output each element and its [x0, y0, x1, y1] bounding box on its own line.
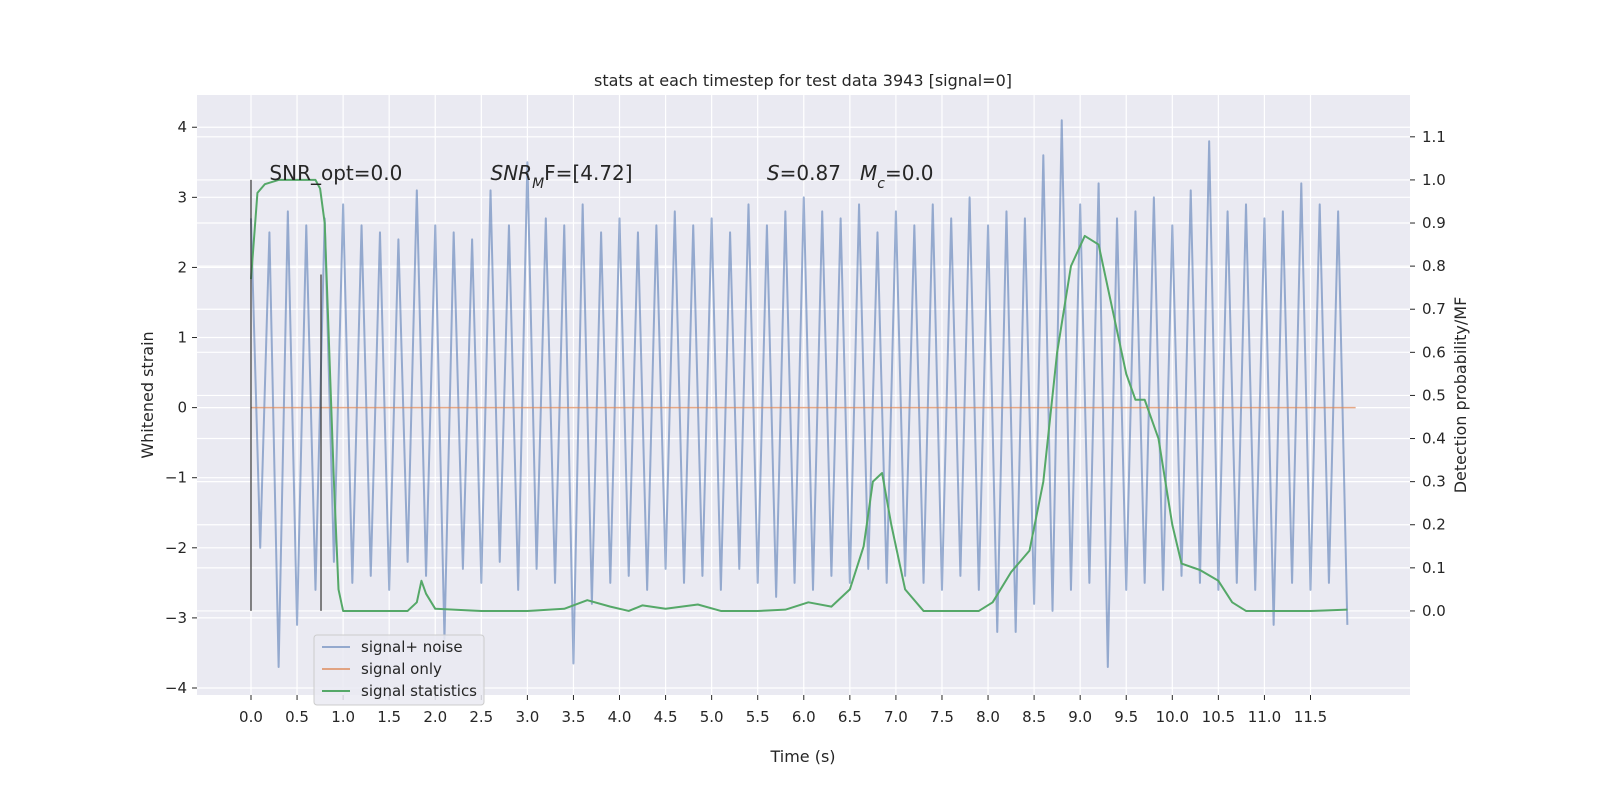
y-tick-label: 0	[177, 399, 187, 417]
x-tick-label: 6.0	[792, 708, 816, 726]
y2-tick-label: 1.1	[1422, 128, 1446, 146]
y2-tick-label: 0.9	[1422, 214, 1446, 232]
legend-label: signal statistics	[361, 682, 477, 700]
x-tick-label: 9.5	[1114, 708, 1138, 726]
x-tick-label: 1.0	[331, 708, 355, 726]
legend-label: signal only	[361, 660, 442, 678]
x-tick-label: 9.0	[1068, 708, 1092, 726]
x-axis-label: Time (s)	[769, 747, 835, 766]
series-line	[249, 119, 1349, 668]
annotation-part: F=[4.72]	[544, 161, 632, 185]
x-tick-label: 11.5	[1294, 708, 1327, 726]
annotation-part: S	[767, 161, 780, 185]
x-tick-label: 4.0	[608, 708, 632, 726]
y2-tick-label: 0.4	[1422, 430, 1446, 448]
x-tick-label: 11.0	[1248, 708, 1281, 726]
annotation-part: SNR	[491, 161, 533, 185]
x-tick-label: 3.0	[515, 708, 539, 726]
series-line	[249, 178, 1348, 612]
y2-tick-label: 0.0	[1422, 602, 1446, 620]
y2-tick-label: 0.1	[1422, 559, 1446, 577]
annotation: SNR_opt=0.0	[269, 161, 402, 185]
x-tick-label: 5.0	[700, 708, 724, 726]
y2-tick-label: 0.8	[1422, 257, 1446, 275]
annotation-part: M	[860, 161, 877, 185]
y-tick-label: 3	[177, 188, 187, 206]
annotation-part: =0.87	[780, 161, 860, 185]
annotation-part: M	[532, 176, 544, 192]
x-tick-label: 2.5	[469, 708, 493, 726]
legend-label: signal+ noise	[361, 638, 463, 656]
y-tick-label: −4	[165, 679, 187, 697]
y2-tick-label: 0.2	[1422, 516, 1446, 534]
annotation-part: SNR_opt=0.0	[269, 161, 402, 185]
y2-tick-label: 0.5	[1422, 386, 1446, 404]
x-tick-label: 6.5	[838, 708, 862, 726]
x-tick-label: 7.5	[930, 708, 954, 726]
y2-tick-label: 0.3	[1422, 473, 1446, 491]
annotation: S=0.87 Mc=0.0	[767, 161, 934, 192]
x-tick-label: 10.5	[1202, 708, 1235, 726]
y-tick-label: −2	[165, 539, 187, 557]
x-tick-label: 0.5	[285, 708, 309, 726]
x-tick-label: 10.0	[1156, 708, 1189, 726]
y2-tick-label: 1.0	[1422, 171, 1446, 189]
x-tick-label: 8.0	[976, 708, 1000, 726]
x-tick-label: 1.5	[377, 708, 401, 726]
x-tick-label: 3.5	[562, 708, 586, 726]
x-tick-label: 4.5	[654, 708, 678, 726]
y-tick-label: −1	[165, 469, 187, 487]
x-tick-label: 0.0	[239, 708, 263, 726]
y-axis-label: Whitened strain	[138, 331, 157, 458]
x-tick-label: 5.5	[746, 708, 770, 726]
y2-tick-label: 0.6	[1422, 343, 1446, 361]
y-tick-label: 4	[177, 118, 187, 136]
y-tick-label: −3	[165, 609, 187, 627]
x-tick-label: 7.0	[884, 708, 908, 726]
x-tick-label: 8.5	[1022, 708, 1046, 726]
annotation: SNRMF=[4.72]	[491, 161, 633, 192]
x-tick-label: 2.0	[423, 708, 447, 726]
annotation-part: =0.0	[885, 161, 934, 185]
annotation-part: c	[877, 176, 885, 192]
y-tick-label: 2	[177, 258, 187, 276]
y-tick-label: 1	[177, 329, 187, 347]
y2-axis-label: Detection probability/MF	[1451, 297, 1470, 494]
y2-tick-label: 0.7	[1422, 300, 1446, 318]
chart-title: stats at each timestep for test data 394…	[594, 71, 1012, 90]
legend-box	[313, 634, 485, 706]
